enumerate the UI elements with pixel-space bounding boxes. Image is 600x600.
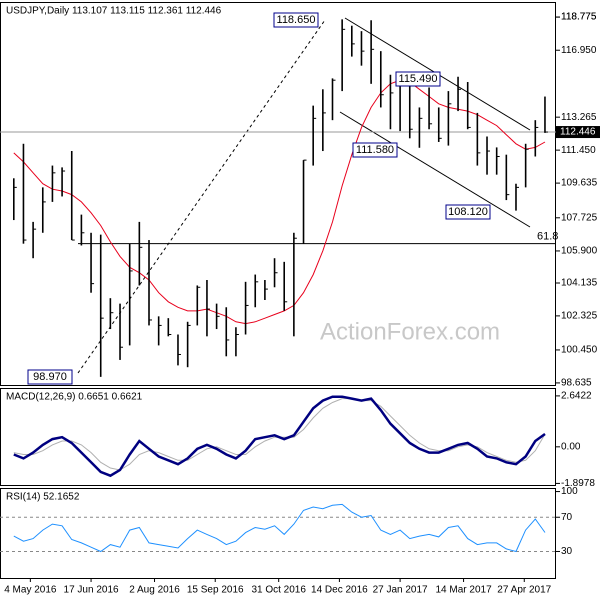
indicator-line	[13, 395, 546, 478]
y-tick-label: 100.450	[561, 345, 598, 356]
annotation: 108.120	[448, 206, 488, 218]
annotation: 115.490	[399, 73, 438, 85]
price-panel	[0, 2, 556, 386]
last-price-label: 112.446	[560, 127, 596, 138]
annotation-box	[352, 142, 398, 158]
last-price-box	[556, 126, 600, 139]
x-tick-label: 14 Dec 2016	[311, 585, 368, 596]
macd-panel	[0, 388, 556, 486]
y-tick-label: 102.325	[561, 311, 598, 322]
x-tick-label: 31 Oct 2016	[251, 585, 306, 596]
y-tick-label: 111.450	[561, 145, 596, 156]
y-tick-label: 2.6422	[561, 391, 592, 402]
x-tick-label: 4 May 2016	[4, 585, 57, 596]
x-tick-label: 27 Jan 2017	[373, 585, 428, 596]
rsi-panel	[0, 488, 556, 579]
y-tick-label: 118.775	[561, 12, 597, 23]
watermark: ActionForex.com	[320, 318, 500, 345]
macd-title: MACD(12,26,9) 0.6651 0.6621	[6, 392, 143, 403]
x-tick-label: 2 Aug 2016	[129, 585, 180, 596]
channel-lower	[339, 111, 531, 228]
y-tick-label: 104.135	[561, 278, 598, 289]
y-tick-label: 0.00	[561, 441, 581, 452]
y-tick-label: 109.635	[561, 178, 598, 189]
y-tick-label: 105.900	[561, 246, 598, 257]
fib-label: 61.8	[537, 231, 558, 243]
trend-line	[77, 19, 326, 374]
y-tick-label: 107.725	[561, 212, 598, 223]
annotation-box	[27, 369, 73, 385]
annotation: 98.970	[33, 371, 67, 383]
annotation-box	[445, 204, 491, 220]
x-tick-label: 15 Sep 2016	[187, 585, 244, 596]
indicator-line	[13, 398, 546, 471]
moving-average	[13, 79, 546, 325]
x-tick-label: 17 Jun 2016	[64, 585, 119, 596]
y-tick-label: 100	[561, 486, 578, 497]
y-tick-label: 116.950	[561, 45, 597, 56]
annotation: 118.650	[277, 14, 316, 26]
y-tick-label: -1.8978	[561, 478, 595, 489]
y-tick-label: 98.635	[561, 378, 592, 389]
rsi-title: RSI(14) 52.1652	[6, 492, 80, 503]
y-tick-label: 113.265	[561, 112, 597, 123]
annotation-box	[395, 71, 441, 87]
x-tick-label: 14 Mar 2017	[435, 585, 492, 596]
y-tick-label: 70	[561, 512, 573, 523]
x-tick-label: 27 Apr 2017	[497, 585, 551, 596]
y-tick-label: 118.775	[561, 12, 597, 23]
annotation-box	[273, 12, 319, 28]
chart-title: USDJPY,Daily 113.107 113.115 112.361 112…	[6, 6, 222, 17]
annotation: 111.580	[356, 144, 394, 156]
y-tick-label: 30	[561, 546, 573, 557]
indicator-line	[13, 503, 546, 553]
